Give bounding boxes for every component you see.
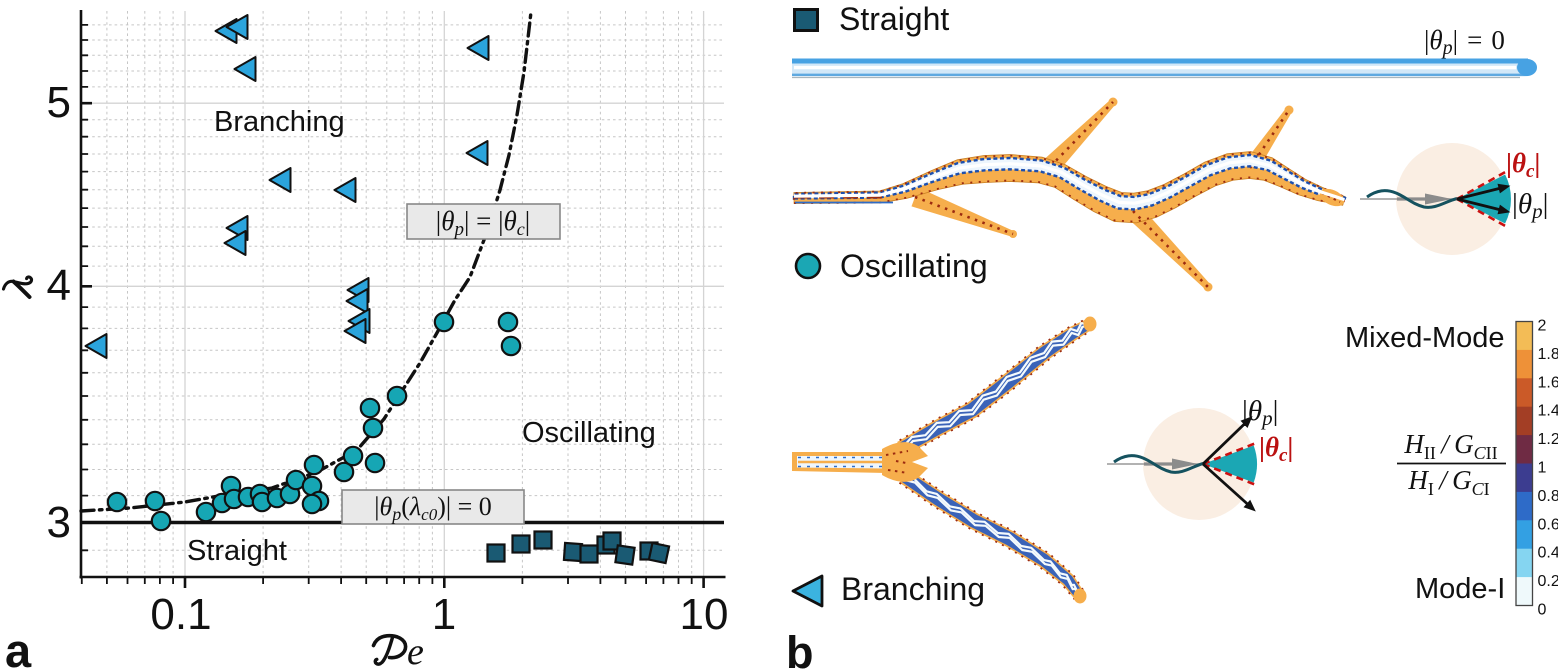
- svg-text:0: 0: [1538, 602, 1547, 619]
- svg-text:Mixed-Mode: Mixed-Mode: [1345, 322, 1505, 354]
- svg-text:5: 5: [47, 78, 71, 127]
- svg-text:|θp| = 0: |θp| = 0: [1424, 25, 1505, 59]
- svg-text:Branching: Branching: [841, 571, 985, 607]
- svg-text:Mode-I: Mode-I: [1415, 573, 1505, 605]
- svg-text:HII / GCII: HII / GCII: [1403, 429, 1497, 463]
- svg-text:|θp| = |θc|: |θp| = |θc|: [436, 206, 530, 240]
- svg-text:4: 4: [47, 261, 71, 310]
- svg-text:b: b: [786, 627, 814, 671]
- svg-text:0.6: 0.6: [1538, 516, 1558, 533]
- svg-text:Branching: Branching: [214, 106, 345, 138]
- svg-text:1.8: 1.8: [1538, 346, 1558, 363]
- svg-text:|θc|: |θc|: [1259, 432, 1293, 466]
- svg-text:|θc|: |θc|: [1506, 148, 1540, 182]
- svg-text:a: a: [5, 624, 32, 671]
- svg-text:|θp|: |θp|: [1512, 188, 1548, 223]
- svg-text:1: 1: [432, 590, 456, 639]
- svg-text:Straight: Straight: [187, 535, 287, 567]
- svg-text:10: 10: [680, 590, 729, 639]
- svg-text:3: 3: [47, 498, 71, 547]
- svg-text:0.1: 0.1: [150, 590, 211, 639]
- svg-text:Oscillating: Oscillating: [840, 248, 988, 284]
- svg-text:Straight: Straight: [839, 1, 949, 37]
- svg-text:2: 2: [1538, 318, 1547, 335]
- svg-text:Oscillating: Oscillating: [522, 417, 656, 449]
- svg-text:e: e: [407, 631, 424, 671]
- svg-text:1: 1: [1538, 460, 1547, 477]
- svg-text:1.4: 1.4: [1538, 403, 1558, 420]
- svg-text:0.4: 0.4: [1538, 545, 1558, 562]
- svg-text:0.8: 0.8: [1538, 488, 1558, 505]
- svg-text:HI / GCI: HI / GCI: [1407, 465, 1489, 499]
- svg-text:1.6: 1.6: [1538, 374, 1558, 391]
- svg-text:0.2: 0.2: [1538, 573, 1558, 590]
- svg-text:1.2: 1.2: [1538, 431, 1558, 448]
- svg-text:|θp|: |θp|: [1242, 395, 1278, 430]
